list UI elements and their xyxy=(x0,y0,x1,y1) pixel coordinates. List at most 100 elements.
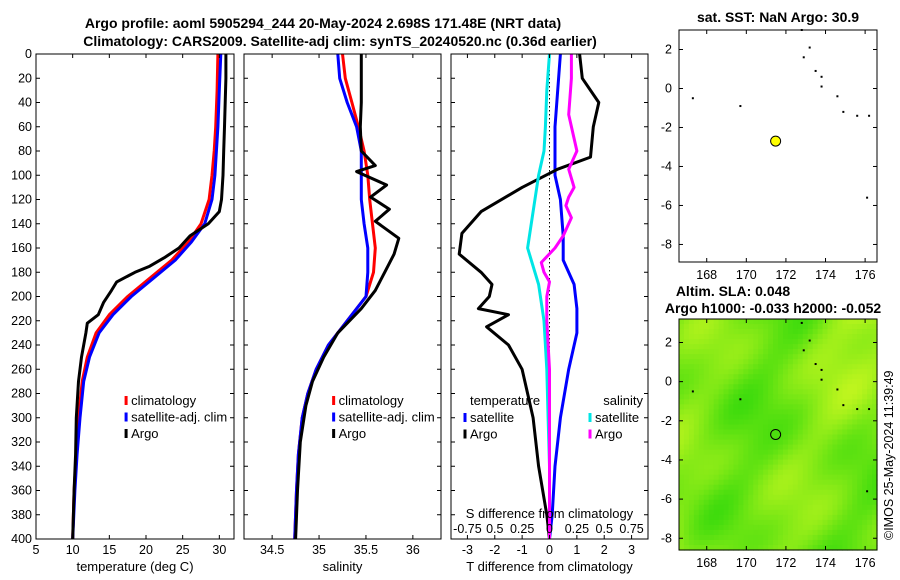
sst_map-xtick-label: 172 xyxy=(775,268,796,282)
coastline-point xyxy=(814,363,817,366)
differences-xlabel: T difference from climatology xyxy=(466,559,633,574)
sla-map-title: Altim. SLA: 0.048 xyxy=(676,283,791,299)
salinity-xtick-label: 34.5 xyxy=(260,543,284,557)
coastline-point xyxy=(856,408,859,411)
depth-tick-label: 220 xyxy=(11,314,32,328)
salinity-frame xyxy=(243,53,442,540)
coastline-point xyxy=(866,196,869,199)
depth-tick-label: 200 xyxy=(11,290,32,304)
depth-tick-label: 20 xyxy=(18,71,32,85)
depth-tick-label: 40 xyxy=(18,96,32,110)
temperature-xtick-label: 5 xyxy=(33,543,40,557)
coastline-point xyxy=(820,85,823,88)
temperature-xtick-label: 10 xyxy=(66,543,80,557)
coastline-point xyxy=(868,408,871,411)
depth-tick-label: 60 xyxy=(18,120,32,134)
sla_map-ytick-label: -6 xyxy=(661,492,672,506)
temperature-legend-label: satellite-adj. clim xyxy=(131,410,227,425)
temperature-xtick-label: 30 xyxy=(212,543,226,557)
sla-map: 168 170 172 174 176 2 0 -2 -4 -6 -8 xyxy=(661,318,878,570)
sst_map-xtick-label: 176 xyxy=(855,268,876,282)
sla_map-xtick-label: 174 xyxy=(815,556,836,570)
salinity-legend-label: satellite-adj. clim xyxy=(339,410,435,425)
coastline-point xyxy=(739,398,742,401)
salinity-xlabel: salinity xyxy=(323,559,363,574)
salinity-legend-label: Argo xyxy=(339,426,366,441)
coastline-point xyxy=(836,95,839,98)
coastline-point xyxy=(842,404,845,407)
sla_map-xtick-label: 170 xyxy=(736,556,757,570)
diff-legend-label: satellite xyxy=(595,410,639,425)
differences-xtick-label: -3 xyxy=(462,543,473,557)
differences-xtick-label: 1 xyxy=(573,543,580,557)
depth-tick-label: 380 xyxy=(11,508,32,522)
coastline-point xyxy=(814,69,817,72)
diff-legend-label: satellite xyxy=(470,410,514,425)
sla_map-ytick-label: -8 xyxy=(661,531,672,545)
coastline-point xyxy=(868,114,871,117)
coastline-point xyxy=(808,46,811,49)
depth-tick-label: 280 xyxy=(11,387,32,401)
coastline-point xyxy=(866,490,869,493)
depth-tick-label: 240 xyxy=(11,338,32,352)
differences-xtick-label: 3 xyxy=(628,543,635,557)
temperature-frame xyxy=(35,53,235,540)
credit-text: ©IMOS 25-May-2024 11:39:49 xyxy=(882,370,896,540)
sst_map-xtick-label: 170 xyxy=(736,268,757,282)
depth-tick-label: 300 xyxy=(11,411,32,425)
sst_map-ytick-label: -8 xyxy=(661,237,672,251)
sla_map-xtick-label: 172 xyxy=(775,556,796,570)
difference-profile-plot: -3 -2 -1 0 1 2 3 T difference from climatology t… xyxy=(450,53,649,574)
depth-tick-label: 100 xyxy=(11,168,32,182)
salinity-series-argo xyxy=(294,54,401,539)
coastline-point xyxy=(802,349,805,352)
temperature-xlabel: temperature (deg C) xyxy=(76,559,193,574)
depth-tick-label: 120 xyxy=(11,193,32,207)
figure-title-line1: Argo profile: aoml 5905294_244 20-May-20… xyxy=(85,15,561,31)
diff-legend-label: Argo xyxy=(470,427,497,442)
salinity-legend-label: climatology xyxy=(339,393,405,408)
salinity-xtick-label: 36 xyxy=(406,543,420,557)
differences-xtick-label: 2 xyxy=(601,543,608,557)
coastline-point xyxy=(802,56,805,59)
temperature-legend-label: Argo xyxy=(131,426,158,441)
sst_map-ytick-label: -6 xyxy=(661,198,672,212)
diff-top-tick-label: 0.25 xyxy=(565,522,589,536)
sst-map-title: sat. SST: NaN Argo: 30.9 xyxy=(697,9,859,25)
sla_map-xtick-label: 176 xyxy=(855,556,876,570)
temperature-series-satellite-adj-clim xyxy=(71,54,223,539)
depth-tick-label: 320 xyxy=(11,435,32,449)
differences-series-salinity-argo xyxy=(539,54,579,539)
temperature-series-climatology xyxy=(71,54,220,539)
depth-tick-label: 340 xyxy=(11,459,32,473)
depth-tick-label: 360 xyxy=(11,484,32,498)
sla_map-frame xyxy=(678,318,878,551)
sst_map-ytick-label: 2 xyxy=(665,42,672,56)
depth-tick-label: 140 xyxy=(11,217,32,231)
salinity-xtick-label: 35.5 xyxy=(354,543,378,557)
diff-top-tick-label: 0.25 xyxy=(510,522,534,536)
temperature-profile-plot: 5 10 15 20 25 3002040608010012014016018020022… xyxy=(11,47,235,574)
diff-top-tick-label: 0 xyxy=(546,522,553,536)
diff-top-axis-label: S difference from climatology xyxy=(466,506,634,521)
sst_map-xtick-label: 168 xyxy=(696,268,717,282)
sst_map-xtick-label: 174 xyxy=(815,268,836,282)
argo-position-marker xyxy=(770,428,782,440)
diff-top-tick-label: -0.75 xyxy=(453,522,482,536)
coastline-point xyxy=(800,321,803,324)
sla-heatmap-field xyxy=(679,319,878,551)
sla-map-subtitle: Argo h1000: -0.033 h2000: -0.052 xyxy=(665,300,882,316)
diff-legend-heading-temperature: temperature xyxy=(470,393,540,408)
coastline-point xyxy=(820,378,823,381)
diff-top-tick-label: 0.5 xyxy=(486,522,503,536)
depth-tick-label: 180 xyxy=(11,265,32,279)
sst_map-ytick-label: -4 xyxy=(661,159,672,173)
sst_map-ytick-label: -2 xyxy=(661,120,672,134)
diff-top-tick-label: 0.75 xyxy=(619,522,643,536)
coastline-point xyxy=(820,368,823,371)
coastline-point xyxy=(836,388,839,391)
temperature-xtick-label: 20 xyxy=(139,543,153,557)
diff-legend-heading-salinity: salinity xyxy=(603,393,643,408)
temperature-series-argo xyxy=(71,54,228,539)
coastline-point xyxy=(808,339,811,342)
